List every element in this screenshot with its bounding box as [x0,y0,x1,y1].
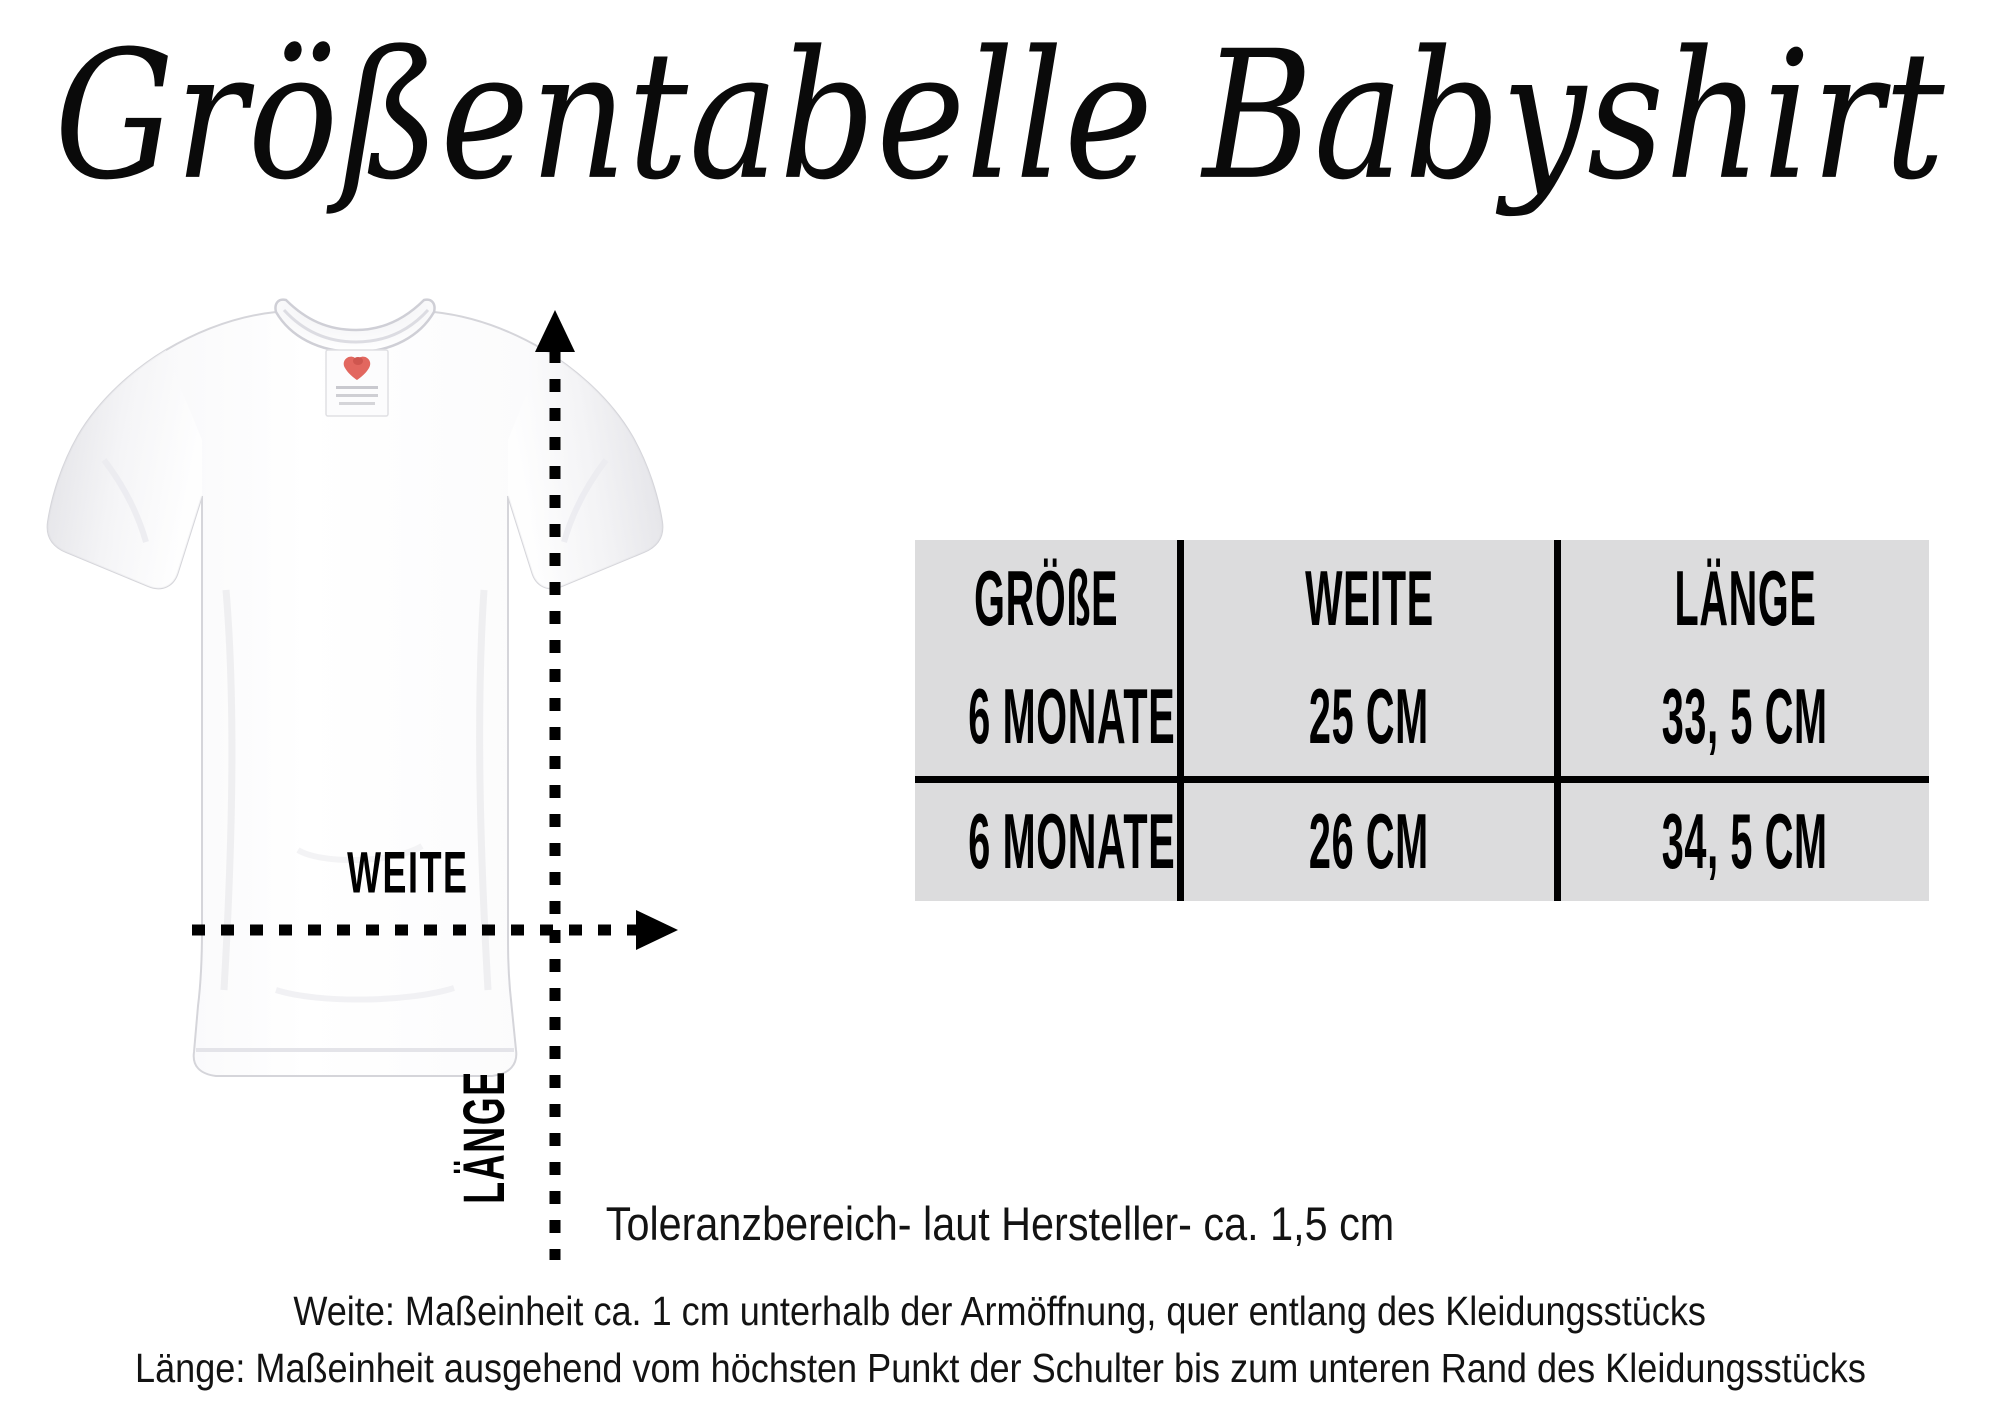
tshirt-illustration [40,290,700,1260]
cell-size-text: 6 MONATE [968,672,1176,760]
cell-weite: 26 CM [1177,776,1558,901]
width-measuring-note-text: Weite: Maßeinheit ca. 1 cm unterhalb der… [293,1288,1707,1334]
cell-size: 6 MONATE [915,658,1181,780]
cell-laenge-text: 34, 5 CM [1662,797,1828,885]
length-measuring-note: Länge: Maßeinheit ausgehend vom höchsten… [0,1345,2000,1392]
table-header-weite-text: WEITE [1304,554,1434,642]
table-row: 6 MONATE 26 CM 34, 5 CM [915,776,1929,901]
length-measuring-note-text: Länge: Maßeinheit ausgehend vom höchsten… [134,1345,1866,1391]
table-header-laenge: LÄNGE [1554,540,1929,658]
cell-weite: 25 CM [1177,658,1558,780]
cell-weite-text: 26 CM [1309,797,1429,885]
cell-size-text: 6 MONATE [968,797,1176,885]
table-header-size-text: GRÖßE [973,554,1119,642]
neck-label [325,349,389,417]
table-header-laenge-text: LÄNGE [1674,554,1816,642]
cell-laenge-text: 33, 5 CM [1662,672,1828,760]
tolerance-note-text: Toleranzbereich- laut Hersteller- ca. 1,… [605,1197,1395,1250]
table-row: 6 MONATE 25 CM 33, 5 CM [915,658,1929,780]
size-table: GRÖßE WEITE LÄNGE 6 MONATE 25 CM 33, 5 C… [915,540,1929,901]
cell-laenge: 34, 5 CM [1554,776,1929,901]
cell-laenge: 33, 5 CM [1554,658,1929,780]
tolerance-note: Toleranzbereich- laut Hersteller- ca. 1,… [0,1196,2000,1251]
table-header-weite: WEITE [1177,540,1558,658]
table-header-size: GRÖßE [915,540,1181,658]
table-header-row: GRÖßE WEITE LÄNGE [915,540,1929,658]
cell-weite-text: 25 CM [1309,672,1429,760]
width-measuring-note: Weite: Maßeinheit ca. 1 cm unterhalb der… [0,1288,2000,1335]
cell-size: 6 MONATE [915,776,1181,901]
page-title: Größentabelle Babyshirt [54,14,1946,220]
